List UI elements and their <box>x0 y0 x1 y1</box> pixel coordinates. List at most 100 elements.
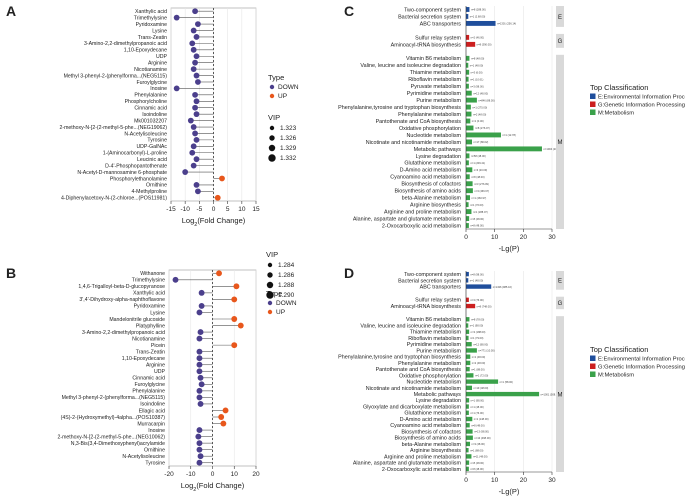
x-axis-label: -Lg(P) <box>499 244 520 253</box>
data-point <box>190 162 197 169</box>
bar <box>466 195 471 201</box>
data-point <box>192 91 198 98</box>
legend-key <box>269 135 275 141</box>
y-tick-label: Xanthylic acid <box>133 291 165 297</box>
data-label: n=1 (48.00) <box>470 63 483 67</box>
data-label: n=19 (48.00) <box>474 386 489 390</box>
y-tick-label: Arginine and proline metabolism <box>384 454 462 460</box>
data-point <box>173 85 180 92</box>
bar <box>466 7 470 12</box>
bar <box>466 41 476 47</box>
y-tick-label: Trimethylysine <box>132 278 165 284</box>
x-tick-label: -20 <box>164 471 174 478</box>
data-point <box>196 387 203 394</box>
bar <box>466 398 470 403</box>
data-label: n=3 (76.00) <box>470 298 483 302</box>
facet-strip <box>556 316 564 472</box>
data-point <box>195 79 201 85</box>
bar <box>466 139 473 145</box>
legend-label: M:Metabolism <box>598 373 634 379</box>
data-label: n=8 (48.00) <box>471 217 484 221</box>
bar <box>466 202 469 208</box>
y-tick-label: Metabolic pathways <box>414 147 462 153</box>
data-label: n=8 (748.00) <box>477 304 492 308</box>
data-point <box>193 111 200 118</box>
data-label: n=1 (275.00) <box>472 105 487 109</box>
legend-label: E:Environmental Information Processing <box>598 95 685 101</box>
data-point <box>233 283 240 290</box>
y-tick-label: Arginine <box>148 60 167 66</box>
y-tick-label: Lysine degradation <box>416 398 461 404</box>
y-tick-label: Bacterial secretion system <box>398 14 461 20</box>
data-label: n=1 (76.00) <box>470 411 483 415</box>
y-tick-label: Lysine <box>152 28 167 34</box>
data-label: n=1 (72.00) <box>475 374 488 378</box>
y-tick-label: Withanone <box>140 271 165 277</box>
y-tick-label: D-Amino acid metabolism <box>400 417 462 423</box>
bar <box>466 62 469 68</box>
x-tick-label: 5 <box>226 206 230 213</box>
data-point <box>182 169 189 175</box>
data-label: n=17 (80.02) <box>474 140 489 144</box>
y-tick-label: Purine metabolism <box>416 98 461 104</box>
y-tick-label: Pyrimidine metabolism <box>407 91 462 97</box>
x-axis-label: -Lg(P) <box>499 487 520 496</box>
legend-key <box>266 281 274 289</box>
legend-label: UP <box>278 93 287 100</box>
y-tick-label: UDP <box>154 369 165 375</box>
x-tick-label: -15 <box>166 206 176 213</box>
y-tick-label: Phenylalanine <box>134 93 167 99</box>
y-tick-label: 2-Oxocarboxylic acid metabolism <box>382 467 462 473</box>
data-label: n=1 (76.00) <box>470 203 483 207</box>
data-point <box>193 72 200 79</box>
data-label: n=1001 (508.10) <box>541 392 560 396</box>
y-tick-label: ABC transporters <box>420 284 462 290</box>
data-point <box>196 309 203 316</box>
y-tick-label: Lysine <box>150 310 165 316</box>
data-point <box>196 459 203 466</box>
bar <box>466 223 469 228</box>
bar <box>466 55 470 61</box>
data-label: n=2 (46.00) <box>471 36 484 40</box>
data-point <box>172 276 179 283</box>
data-label: n=846 (88.00) <box>478 98 494 102</box>
data-label: n=1 (209.41) <box>470 161 485 165</box>
bar <box>466 317 470 322</box>
y-tick-label: 1,10-Epoxydecane <box>124 48 167 54</box>
bar <box>466 69 470 75</box>
facet-strip-label: M <box>558 140 563 146</box>
y-tick-label: Trans-Zeatin <box>138 35 167 41</box>
bar <box>466 209 472 215</box>
y-tick-label: Xanthylic acid <box>135 9 167 15</box>
panel-label: A <box>6 3 16 19</box>
plot-area <box>466 271 552 472</box>
y-tick-label: N,3-Bis(3,4-Dimethoxyphenyl)acrylamide <box>71 441 165 447</box>
data-point <box>218 414 225 420</box>
x-tick-label: 0 <box>464 234 468 241</box>
y-tick-label: 3-Amino-2,2-dimethylpropanoic acid <box>82 330 165 336</box>
y-tick-label: Phenylalanine metabolism <box>398 361 461 367</box>
data-label: n=3 (276.09) <box>474 182 489 186</box>
y-tick-label: D-4'-Phosphopantothenate <box>105 163 167 169</box>
y-tick-label: Riboflavin metabolism <box>408 77 461 83</box>
data-label: n=1 (88.00) <box>471 367 484 371</box>
y-tick-label: Bacterial secretion system <box>398 278 461 284</box>
data-point <box>231 316 238 322</box>
y-tick-label: Cinnamic acid <box>132 376 165 382</box>
facet-strip <box>556 33 564 48</box>
data-point <box>231 296 238 303</box>
y-tick-label: Pyruvate metabolism <box>411 84 462 90</box>
bar <box>466 14 469 19</box>
bar <box>466 348 477 353</box>
bar <box>466 423 470 428</box>
legend-key <box>268 154 276 162</box>
bar <box>466 181 473 187</box>
y-tick-label: Glyoxylate and dicarboxylate metabolism <box>363 404 461 410</box>
data-label: n=1 (48.00) <box>472 355 485 359</box>
data-point <box>198 381 205 388</box>
y-tick-label: Oxidative phosphorylation <box>399 373 461 379</box>
x-tick-label: -5 <box>196 206 202 213</box>
bar <box>466 111 472 117</box>
y-tick-label: Cyanoamino acid metabolism <box>390 175 461 181</box>
